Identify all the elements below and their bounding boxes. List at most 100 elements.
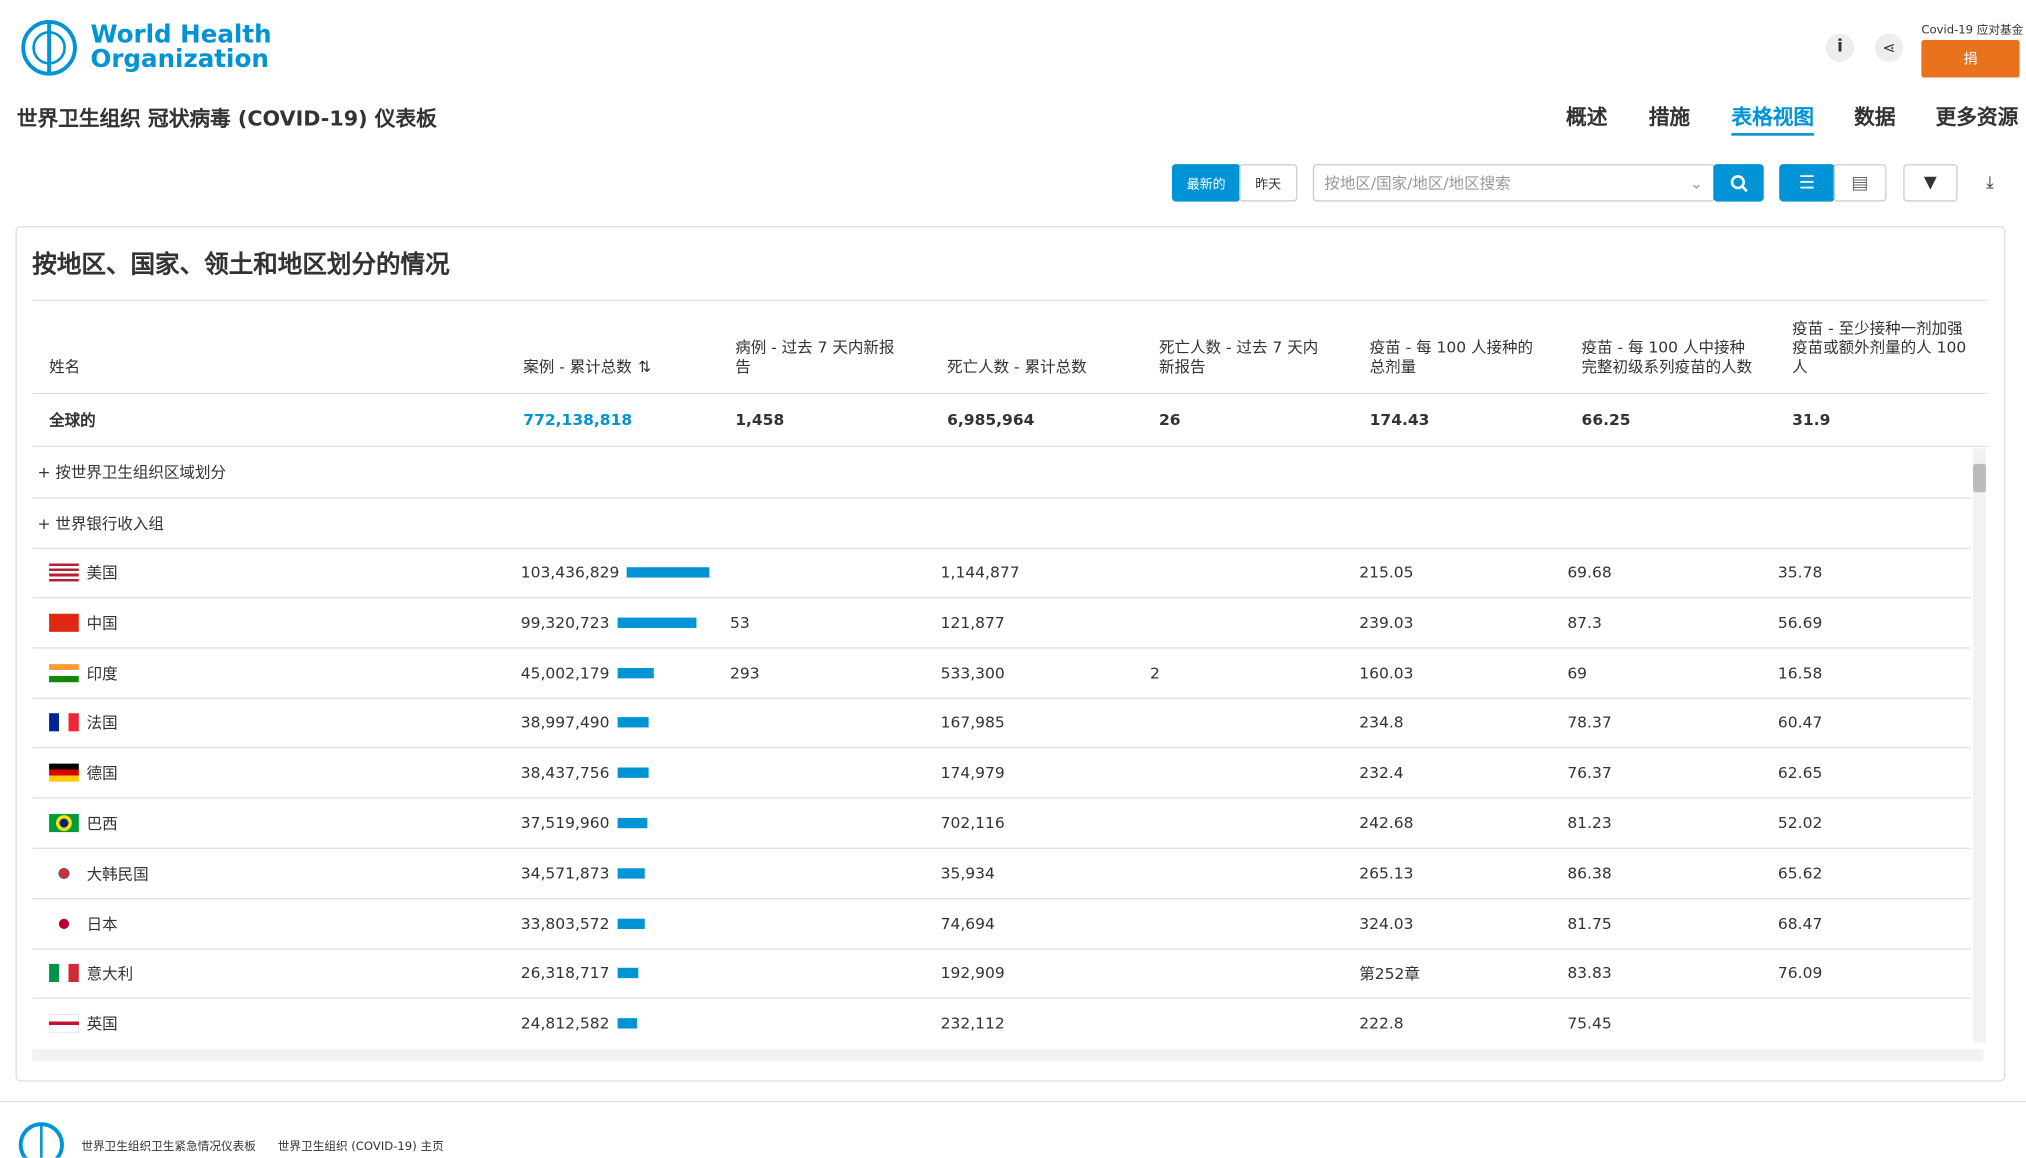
table-cell: 69.68 xyxy=(1567,563,1612,582)
nav-item[interactable]: 数据 xyxy=(1854,104,1896,130)
filter-button[interactable]: ▼ xyxy=(1903,164,1958,202)
table-cell: 86.38 xyxy=(1567,864,1612,883)
country-name[interactable]: 巴西 xyxy=(86,814,118,833)
country-name[interactable]: 印度 xyxy=(86,664,118,683)
cases-label: 33,803,572 xyxy=(520,914,610,933)
table-cell: 232.4 xyxy=(1359,763,1404,782)
country-name[interactable]: 中国 xyxy=(86,614,118,633)
table-cell: 533,300 xyxy=(940,663,1005,682)
table-cell: 75.45 xyxy=(1567,1014,1612,1033)
cases-cell: 33,803,572 xyxy=(521,914,645,932)
divider xyxy=(32,998,1971,1000)
cases-cell: 45,002,179 xyxy=(521,664,654,682)
country-name[interactable]: 意大利 xyxy=(86,965,134,984)
cases-bar xyxy=(617,968,639,979)
column-header-text: 死亡人数 - 累计总数 xyxy=(947,357,1087,377)
group-row[interactable]: + 世界银行收入组 xyxy=(37,514,164,533)
global-cell: 6,985,964 xyxy=(947,410,1035,429)
table-view-button[interactable]: ▤ xyxy=(1833,164,1887,202)
cases-label: 38,997,490 xyxy=(520,713,610,732)
nav-item[interactable]: 表格视图 xyxy=(1731,99,1815,136)
table-cell: 222.8 xyxy=(1359,1014,1404,1033)
flag xyxy=(49,763,79,782)
country-name[interactable]: 英国 xyxy=(86,1015,118,1034)
country-name[interactable]: 德国 xyxy=(86,764,118,783)
global-cell: 66.25 xyxy=(1581,410,1631,429)
nav-item[interactable]: 更多资源 xyxy=(1935,104,2019,130)
column-header: 死亡人数 - 过去 7 天内新报告 xyxy=(1159,310,1333,377)
search-box[interactable]: 按地区/国家/地区/地区搜索 ⌄ xyxy=(1312,164,1715,202)
column-header[interactable]: 案例 - 累计总数 ⇅ xyxy=(523,310,697,377)
table-cell: 234.8 xyxy=(1359,713,1404,732)
download-button[interactable]: ⤓ xyxy=(1986,173,1994,193)
column-header-text: 疫苗 - 每 100 人中接种完整初级系列疫苗的人数 xyxy=(1581,338,1753,377)
table-cell: 35.78 xyxy=(1777,563,1823,582)
table-cell: 65.62 xyxy=(1777,864,1823,883)
flag xyxy=(49,1014,79,1033)
search-placeholder: 按地区/国家/地区/地区搜索 xyxy=(1324,174,1511,193)
column-header-text: 死亡人数 - 过去 7 天内新报告 xyxy=(1159,338,1319,377)
logo-line: World Health xyxy=(90,20,272,50)
footer-link[interactable]: 世界卫生组织 (COVID-19) 主页 xyxy=(277,1140,444,1154)
sort-icon: ⇅ xyxy=(638,357,652,377)
v-scroll-thumb[interactable] xyxy=(1973,463,1986,493)
info-button[interactable]: i xyxy=(1825,33,1855,63)
cases-label: 45,002,179 xyxy=(520,663,610,682)
column-header: 死亡人数 - 累计总数 xyxy=(947,310,1121,377)
donate-button[interactable]: 捐 xyxy=(1921,40,2020,78)
table-cell: 239.03 xyxy=(1359,613,1414,632)
cases-bar xyxy=(617,918,645,929)
toggle-latest[interactable]: 最新的 xyxy=(1171,164,1241,202)
divider xyxy=(32,847,1971,849)
search-button[interactable] xyxy=(1713,164,1764,202)
column-header: 疫苗 - 每 100 人接种的总剂量 xyxy=(1370,310,1544,377)
cases-label: 38,437,756 xyxy=(520,763,610,782)
table-cell: 56.69 xyxy=(1777,613,1823,632)
country-name[interactable]: 美国 xyxy=(86,564,118,583)
table-cell: 81.23 xyxy=(1567,814,1612,833)
fund-label: Covid-19 应对基金 xyxy=(1921,24,2024,38)
cases-bar xyxy=(617,667,654,678)
global-cell: 26 xyxy=(1159,410,1181,429)
table-cell: 69 xyxy=(1567,663,1588,682)
global-cell: 1,458 xyxy=(735,410,785,429)
table-panel xyxy=(15,226,2006,1082)
table-cell: 35,934 xyxy=(940,864,995,883)
divider xyxy=(32,392,1988,395)
cases-bar xyxy=(617,868,645,879)
table-cell: 76.09 xyxy=(1777,964,1823,983)
table-cell: 2 xyxy=(1149,663,1160,682)
cases-cell: 26,318,717 xyxy=(521,964,639,983)
footer-link[interactable]: 世界卫生组织卫生紧急情况仪表板 xyxy=(81,1140,256,1154)
divider xyxy=(32,947,1971,950)
nav-item[interactable]: 概述 xyxy=(1566,104,1608,130)
table-cell: 76.37 xyxy=(1567,763,1612,782)
country-name[interactable]: 法国 xyxy=(86,714,118,733)
bar-view-button[interactable]: ☰ xyxy=(1779,164,1835,202)
logo-line: Organization xyxy=(90,45,269,74)
divider xyxy=(32,497,1971,499)
country-name[interactable]: 日本 xyxy=(86,914,118,934)
divider xyxy=(32,897,1971,900)
table-cell: 265.13 xyxy=(1359,864,1414,883)
column-header-text: 案例 - 累计总数 xyxy=(523,357,632,377)
table-cell: 第252章 xyxy=(1359,965,1420,984)
cases-cell: 99,320,723 xyxy=(521,613,697,632)
table-cell: 68.47 xyxy=(1777,914,1823,933)
share-button[interactable]: ⋖ xyxy=(1874,33,1904,63)
flag xyxy=(49,713,79,732)
column-header: 疫苗 - 至少接种一剂加强疫苗或额外剂量的人 100 人 xyxy=(1792,310,1966,377)
toggle-yesterday[interactable]: 昨天 xyxy=(1239,164,1298,202)
divider xyxy=(32,445,1988,448)
table-cell: 167,985 xyxy=(940,713,1005,732)
country-name[interactable]: 大韩民国 xyxy=(86,864,149,883)
group-row[interactable]: + 按世界卫生组织区域划分 xyxy=(37,463,226,482)
global-cell: 174.43 xyxy=(1369,410,1430,429)
cases-cell: 103,436,829 xyxy=(521,563,710,581)
global-cell: 31.9 xyxy=(1792,410,1831,429)
nav-item[interactable]: 措施 xyxy=(1648,104,1691,130)
table-cell: 702,116 xyxy=(940,814,1005,833)
global-cell: 全球的 xyxy=(49,411,96,430)
cases-bar xyxy=(617,1018,638,1029)
